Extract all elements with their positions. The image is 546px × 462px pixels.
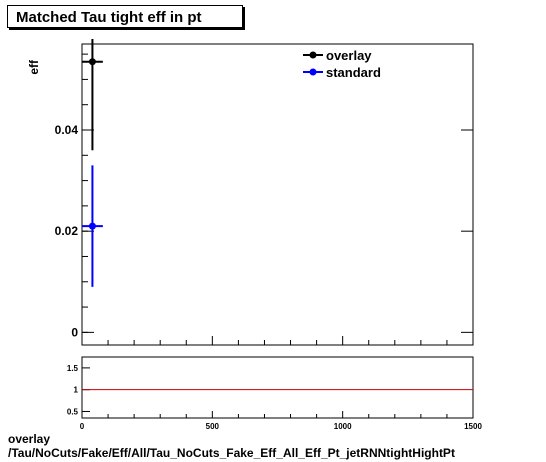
ratio-x-tick-label: 1500: [464, 422, 482, 431]
ratio-x-tick-label: 500: [206, 422, 220, 431]
legend-marker: [309, 68, 317, 76]
legend-label: standard: [326, 65, 381, 80]
title-box: Matched Tau tight eff in pt: [7, 5, 243, 28]
data-point: [88, 58, 96, 66]
data-point: [88, 222, 96, 230]
y-axis-label: eff: [27, 59, 41, 75]
ratio-y-tick-label: 1.5: [67, 364, 79, 373]
ratio-y-tick-label: 1: [74, 386, 79, 395]
y-tick-label: 0.02: [55, 224, 79, 238]
y-tick-label: 0: [71, 325, 78, 339]
ratio-x-tick-label: 1000: [334, 422, 352, 431]
ratio-y-tick-label: 0.5: [67, 407, 79, 416]
main-plot-frame: [81, 43, 474, 346]
footer-line-1: overlay: [8, 432, 51, 446]
legend-label: overlay: [326, 48, 372, 63]
ratio-plot-frame: [81, 356, 474, 419]
ratio-x-tick-label: 0: [80, 422, 85, 431]
y-tick-label: 0.04: [55, 123, 79, 137]
footer-line-2: /Tau/NoCuts/Fake/Eff/All/Tau_NoCuts_Fake…: [8, 446, 455, 460]
ratio-axes: 0.5 1 1.5 0 500 1000 1500: [67, 364, 483, 431]
main-series-layer: [82, 38, 103, 287]
main-y-axis: 0 0.02 0.04: [55, 53, 474, 345]
legend: overlay standard: [303, 48, 381, 80]
plot-title: Matched Tau tight eff in pt: [16, 9, 202, 26]
legend-marker: [309, 51, 317, 59]
